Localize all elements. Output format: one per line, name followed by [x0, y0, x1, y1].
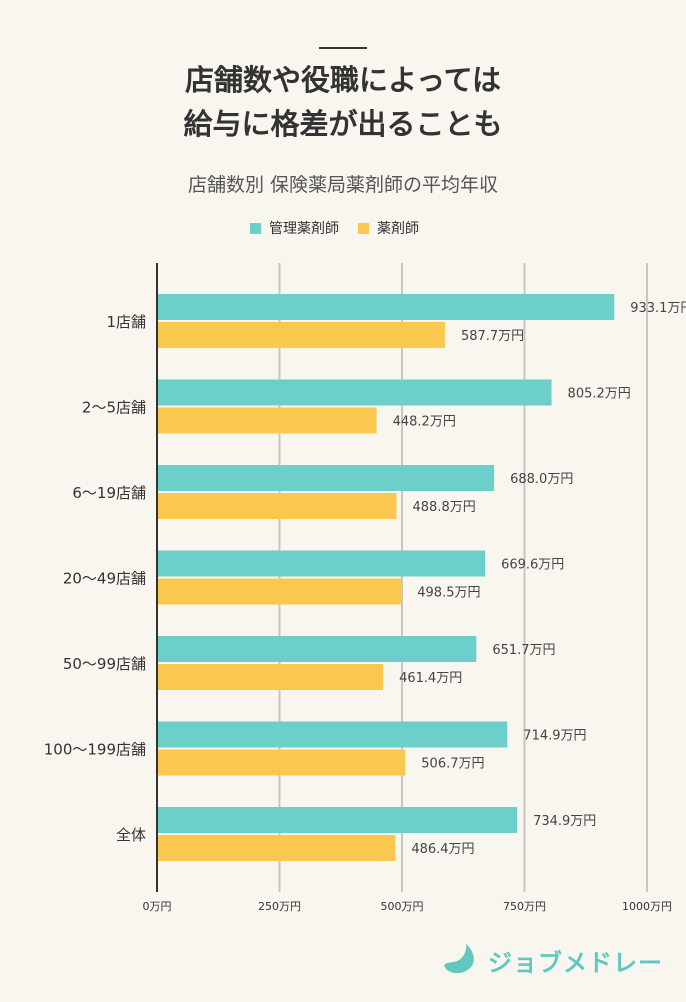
headline-line-1: 店舗数や役職によっては	[184, 63, 502, 97]
bar-pharmacist-0	[157, 322, 445, 348]
legend-swatch-pharmacist	[358, 222, 369, 234]
brand-name: ジョブメドレー	[488, 948, 663, 977]
legend-item-pharmacist: 薬剤師	[358, 218, 419, 238]
bar-pharmacist-6	[157, 835, 396, 861]
value-label-manager-4: 651.7万円	[492, 643, 555, 658]
value-label-manager-3: 669.6万円	[501, 558, 564, 573]
brand-logo: ジョブメドレー	[436, 938, 663, 982]
legend-item-manager: 管理薬剤師	[250, 218, 339, 238]
category-label-0: 1店舗	[106, 313, 146, 331]
value-label-pharmacist-5: 506.7万円	[421, 757, 484, 772]
legend-label-pharmacist: 薬剤師	[377, 221, 419, 237]
bar-manager-0	[157, 294, 615, 320]
chart-legend: 管理薬剤師 薬剤師	[0, 218, 686, 242]
value-label-pharmacist-1: 448.2万円	[393, 415, 456, 430]
bar-pharmacist-3	[157, 578, 402, 605]
category-label-6: 全体	[116, 826, 146, 844]
legend-label-manager: 管理薬剤師	[269, 221, 339, 237]
value-label-pharmacist-6: 486.4万円	[411, 842, 474, 857]
bar-manager-5	[157, 721, 508, 748]
category-label-4: 50〜99店舗	[63, 655, 146, 673]
bar-manager-4	[157, 636, 477, 662]
headline: 店舗数や役職によっては 給与に格差が出ることも	[0, 58, 686, 146]
category-label-1: 2〜5店舗	[82, 399, 146, 417]
chart-title: 店舗数別 保険薬局薬剤師の平均年収	[187, 174, 499, 196]
bar-manager-3	[157, 550, 486, 577]
bar-pharmacist-2	[157, 493, 397, 519]
bar-chart: 933.1万円 587.7万円 1店舗 805.2万円 448.2万円 2〜5店舗 688.…	[44, 263, 686, 913]
bar-manager-6	[157, 807, 518, 833]
category-label-2: 6〜19店舗	[72, 484, 146, 502]
x-tick-label-1: 250万円	[258, 900, 301, 913]
value-label-pharmacist-2: 488.8万円	[413, 500, 476, 515]
bar-pharmacist-5	[157, 749, 406, 776]
value-label-manager-2: 688.0万円	[510, 472, 573, 487]
value-label-manager-5: 714.9万円	[523, 729, 586, 744]
value-label-pharmacist-0: 587.7万円	[461, 329, 524, 344]
bar-pharmacist-1	[157, 407, 377, 434]
category-label-3: 20〜49店舗	[63, 570, 146, 588]
value-label-manager-0: 933.1万円	[630, 301, 686, 316]
bar-manager-1	[157, 379, 552, 406]
value-label-manager-1: 805.2万円	[568, 387, 631, 402]
headline-line-2: 給与に格差が出ることも	[183, 107, 503, 141]
bar-manager-2	[157, 465, 495, 491]
legend-swatch-manager	[250, 222, 261, 234]
x-tick-label-4: 1000万円	[622, 900, 672, 913]
category-label-5: 100〜199店舗	[44, 741, 146, 759]
x-tick-label-2: 500万円	[381, 900, 424, 913]
x-tick-label-0: 0万円	[143, 900, 172, 913]
bar-pharmacist-4	[157, 664, 384, 690]
header-rule	[319, 47, 367, 49]
value-label-pharmacist-3: 498.5万円	[417, 586, 480, 601]
value-label-pharmacist-4: 461.4万円	[399, 671, 462, 686]
x-tick-label-3: 750万円	[503, 900, 546, 913]
value-label-manager-6: 734.9万円	[533, 814, 596, 829]
brand-mark-icon	[444, 944, 474, 974]
